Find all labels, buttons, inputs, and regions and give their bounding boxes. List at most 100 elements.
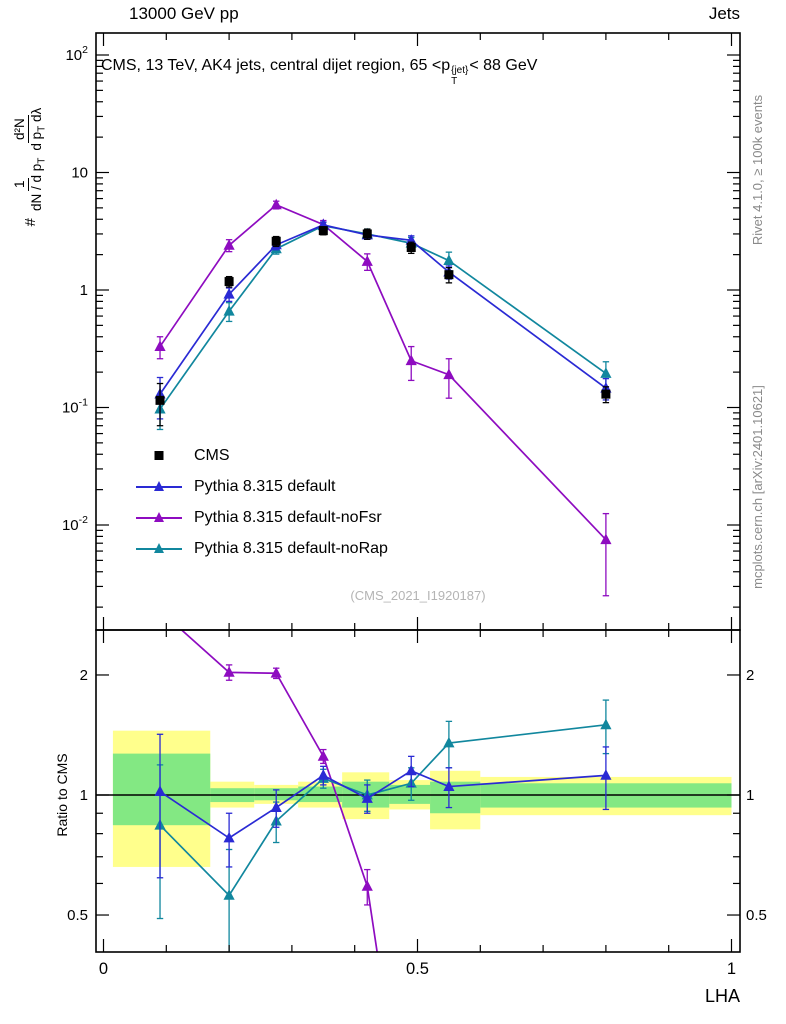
- pythia-nofsr-marker-icon: [136, 511, 182, 524]
- main-y-tick-label: 1: [80, 282, 88, 299]
- main-y-tick-label: 10-1: [62, 397, 88, 417]
- rivet-version-note: Rivet 4.1.0, ≥ 100k events: [749, 94, 765, 246]
- data-point-marker: [154, 604, 165, 615]
- ylabel-hash: #: [21, 217, 39, 227]
- frac1-den-text: dN / d p: [28, 163, 44, 211]
- frac2-den-b: dλ: [28, 107, 44, 126]
- data-point-marker: [318, 226, 328, 236]
- legend-label-pythia-norap: Pythia 8.315 default-noRap: [194, 539, 388, 557]
- data-point-marker: [361, 255, 373, 266]
- frac1-den: dN / d pT: [29, 158, 48, 211]
- data-point-marker: [361, 880, 373, 891]
- data-point-marker: [443, 736, 455, 748]
- frac2-den: d pT dλ: [29, 108, 48, 151]
- data-point-marker: [600, 769, 612, 780]
- x-tick-label: 0: [99, 960, 108, 978]
- x-tick-label: 0.5: [406, 960, 429, 978]
- axis-ticks: [96, 33, 740, 952]
- data-point-marker: [223, 666, 235, 677]
- data-point-marker: [224, 277, 234, 287]
- ratio-y-tick-label-right: 1: [746, 787, 754, 804]
- data-point-marker: [270, 198, 282, 210]
- ratio-y-tick-label-right: 2: [746, 667, 754, 684]
- main-y-tick-label: 102: [65, 44, 88, 64]
- data-point-marker: [362, 229, 372, 239]
- data-point-marker: [444, 270, 454, 280]
- data-point-marker: [361, 792, 373, 803]
- ratio-series-noRap: [154, 699, 612, 952]
- beam-energy-label: 13000 GeV pp: [129, 4, 239, 23]
- legend-item-cms: CMS: [136, 440, 388, 471]
- data-point-marker: [270, 667, 282, 678]
- analysis-id-watermark: (CMS_2021_I1920187): [350, 588, 486, 603]
- main-y-tick-label: 10-2: [62, 514, 88, 534]
- ratio-series-default: [154, 733, 612, 879]
- data-point-marker: [155, 395, 165, 405]
- main-series-noRap: [154, 219, 612, 431]
- data-point-marker: [317, 750, 329, 761]
- pythia-default-marker-icon: [136, 480, 182, 493]
- data-point-marker: [406, 242, 416, 252]
- process-label: Jets: [708, 4, 740, 23]
- data-point-marker: [154, 340, 166, 351]
- pythia-norap-marker-icon: [136, 542, 182, 555]
- data-point-marker: [154, 785, 166, 796]
- main-y-axis-title: # 1 dN / d pT d²N d pT dλ: [12, 42, 48, 292]
- ratio-y-tick-label-right: 0.5: [746, 907, 767, 924]
- mcplots-reference-note: mcplots.cern.ch [arXiv:2401.10621]: [749, 385, 765, 589]
- data-point-marker: [405, 354, 417, 366]
- ratio-plot-frame: [95, 629, 741, 953]
- legend-label-pythia-nofsr: Pythia 8.315 default-noFsr: [194, 508, 382, 526]
- ratio-y-tick-label: 0.5: [67, 907, 88, 924]
- legend-item-pythia-norap: Pythia 8.315 default-noRap: [136, 533, 388, 564]
- frac2-den-a: d p: [28, 131, 44, 151]
- plot-title-sub: T: [451, 75, 458, 87]
- ylabel-frac1: 1 dN / d pT: [12, 158, 48, 211]
- ratio-y-tick-label: 2: [80, 667, 88, 684]
- plot-title: CMS, 13 TeV, AK4 jets, central dijet reg…: [101, 57, 537, 87]
- ratio-y-axis-title: Ratio to CMS: [54, 753, 70, 837]
- data-point-marker: [443, 254, 455, 265]
- cms-square-marker-icon: [136, 449, 182, 462]
- plot-title-sup: {jet}: [451, 65, 469, 76]
- x-tick-label: 1: [727, 960, 736, 978]
- data-point-marker: [405, 764, 417, 776]
- data-point-marker: [601, 389, 611, 399]
- data-point-marker: [223, 831, 235, 843]
- data-point-marker: [271, 236, 281, 246]
- plot-title-pre: CMS, 13 TeV, AK4 jets, central dijet reg…: [101, 57, 451, 74]
- frac2-den-a-sub: T: [36, 125, 48, 132]
- data-point-marker: [270, 801, 282, 812]
- legend-label-cms: CMS: [194, 446, 230, 464]
- main-series-cms: [155, 226, 611, 427]
- legend-item-pythia-nofsr: Pythia 8.315 default-noFsr: [136, 502, 388, 533]
- legend-item-pythia-default: Pythia 8.315 default: [136, 471, 388, 502]
- frac1-den-sub: T: [36, 157, 48, 164]
- data-point-marker: [443, 368, 455, 380]
- ratio-uncertainty-bands: [112, 730, 732, 867]
- ylabel-frac2: d²N d pT dλ: [12, 108, 48, 151]
- axis-tick-labels: 102 10 1 10-1 10-2 2 2 1 1 0.5 0.5 0 0.5 1: [62, 44, 767, 978]
- frac1-num: 1: [12, 177, 29, 192]
- data-point-marker: [600, 367, 612, 378]
- data-point-marker: [317, 769, 329, 780]
- legend-label-pythia-default: Pythia 8.315 default: [194, 477, 336, 495]
- main-series-noFsr: [154, 198, 612, 597]
- main-y-tick-label: 10: [71, 165, 88, 182]
- frac2-num: d²N: [12, 115, 29, 144]
- data-point-marker: [443, 780, 455, 791]
- x-axis-title: LHA: [704, 986, 740, 1006]
- data-point-marker: [223, 288, 235, 299]
- ratio-series-noFsr: [154, 604, 378, 952]
- pt-jet-supsub: {jet} T: [451, 65, 469, 87]
- data-point-marker: [600, 533, 612, 545]
- data-point-marker: [600, 718, 612, 730]
- data-point-marker: [223, 889, 235, 900]
- legend: CMS Pythia 8.315 default Pythia 8.315 de…: [136, 440, 388, 564]
- data-point-marker: [223, 239, 235, 250]
- plot-title-post: < 88 GeV: [469, 57, 538, 74]
- ratio-y-tick-label: 1: [80, 787, 88, 804]
- data-point-marker: [223, 305, 235, 316]
